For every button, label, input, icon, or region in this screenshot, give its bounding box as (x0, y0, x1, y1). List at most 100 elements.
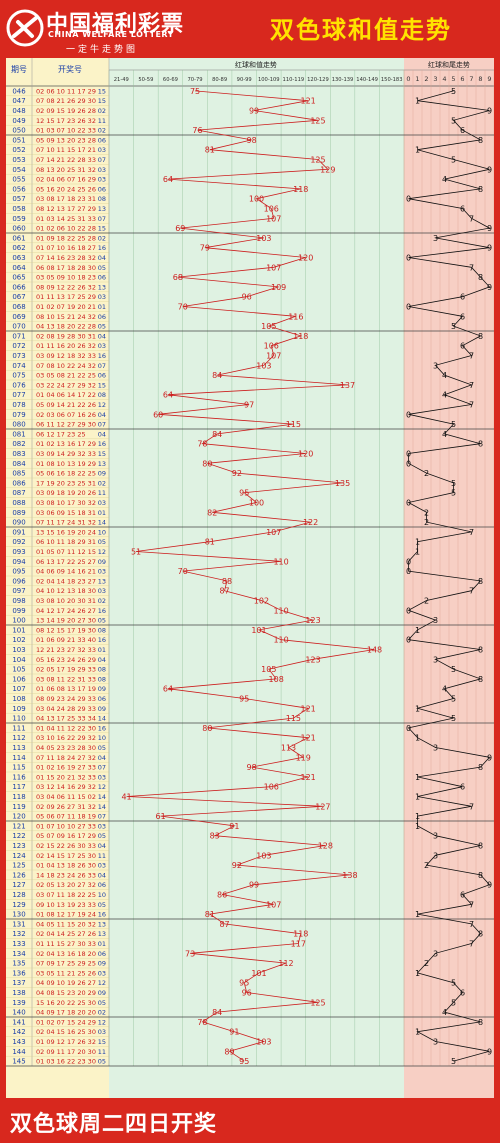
tail-value: 1 (415, 812, 420, 821)
red-balls: 04 09 17 18 20 20 (36, 1009, 96, 1017)
blue-ball: 06 (98, 313, 106, 321)
sum-value: 101 (251, 626, 266, 635)
blue-ball: 01 (98, 509, 106, 517)
tail-value: 5 (451, 695, 456, 704)
sum-value: 137 (340, 381, 355, 390)
sum-value: 125 (310, 998, 325, 1007)
lottery-logo-icon (6, 9, 44, 47)
red-balls: 03 09 14 29 32 33 (36, 450, 96, 458)
tail-value: 6 (460, 205, 465, 214)
sum-value: 70 (178, 303, 188, 312)
tail-value: 0 (406, 459, 411, 468)
blue-ball: 08 (98, 626, 106, 634)
red-balls: 03 06 09 15 18 31 (36, 509, 96, 517)
period-label: 104 (12, 656, 26, 664)
blue-ball: 09 (98, 989, 106, 997)
period-label: 123 (12, 842, 25, 850)
sum-range-label: 90-99 (237, 77, 252, 83)
blue-ball: 04 (98, 842, 106, 850)
tail-points: 5195681594806793907896065867347470548002… (406, 87, 492, 1066)
blue-ball: 11 (98, 489, 106, 497)
tail-value: 6 (460, 342, 465, 351)
blue-ball: 04 (98, 754, 106, 762)
blue-ball: 06 (98, 185, 106, 193)
sum-value: 84 (212, 1008, 222, 1017)
tail-value: 8 (478, 871, 483, 880)
sum-value: 64 (163, 391, 173, 400)
blue-ball: 13 (98, 920, 106, 928)
blue-ball: 05 (98, 538, 106, 546)
blue-ball: 03 (98, 822, 106, 830)
sum-value: 68 (173, 273, 183, 282)
red-balls: 01 15 20 21 32 33 (36, 773, 96, 781)
tail-value: 2 (424, 959, 429, 968)
tail-value: 5 (451, 489, 456, 498)
logo-english-text: CHINA WELFARE LOTTERY (48, 30, 174, 39)
period-label: 047 (12, 97, 25, 105)
sum-value: 112 (278, 959, 293, 968)
blue-ball: 01 (98, 646, 106, 654)
red-balls: 04 12 17 24 26 27 (36, 607, 96, 615)
tail-column-label: 2 (424, 75, 428, 83)
red-balls: 01 06 08 13 17 19 (36, 685, 96, 693)
header: 中国福利彩票 CHINA WELFARE LOTTERY 一定牛走势图 双色球和… (0, 0, 500, 58)
blue-ball: 09 (98, 705, 106, 713)
sum-value: 82 (207, 508, 217, 517)
blue-ball: 13 (98, 205, 106, 213)
tail-value: 0 (406, 557, 411, 566)
tail-value: 5 (451, 479, 456, 488)
tail-value: 4 (442, 371, 447, 380)
tail-value: 7 (469, 900, 474, 909)
red-balls: 02 09 11 17 20 30 (36, 1048, 96, 1056)
blue-ball: 15 (98, 97, 106, 105)
blue-ball: 03 (98, 342, 106, 350)
tail-value: 1 (415, 734, 420, 743)
period-label: 092 (12, 538, 25, 546)
sum-value: 106 (264, 783, 279, 792)
period-label: 096 (12, 577, 26, 585)
blue-ball: 05 (98, 617, 106, 625)
blue-ball: 03 (98, 146, 106, 154)
sum-value: 105 (261, 322, 276, 331)
red-balls: 02 15 22 26 30 33 (36, 842, 96, 850)
sum-value: 75 (190, 87, 200, 96)
sum-value: 103 (256, 361, 271, 370)
sum-value: 106 (264, 342, 279, 351)
sum-value: 100 (249, 499, 264, 508)
blue-ball: 09 (98, 960, 106, 968)
blue-ball: 15 (98, 1038, 106, 1046)
sum-value: 110 (273, 636, 288, 645)
tail-value: 1 (415, 910, 420, 919)
red-balls: 01 09 18 22 25 28 (36, 234, 96, 242)
period-label: 058 (12, 205, 25, 213)
red-balls: 03 08 10 20 30 31 (36, 597, 96, 605)
tail-value: 9 (487, 244, 492, 253)
sum-range-label: 140-149 (356, 77, 378, 83)
sum-range-label: 60-69 (163, 77, 178, 83)
sum-value: 95 (239, 979, 249, 988)
tail-value: 9 (487, 881, 492, 890)
tail-value: 4 (442, 391, 447, 400)
sum-value: 64 (163, 175, 173, 184)
period-label: 065 (12, 274, 25, 282)
tail-value: 1 (415, 146, 420, 155)
blue-ball: 06 (98, 950, 106, 958)
tail-value: 2 (424, 597, 429, 606)
tail-value: 2 (424, 469, 429, 478)
period-label: 072 (12, 342, 25, 350)
tail-value: 2 (424, 861, 429, 870)
page-title: 双色球和值走势 (270, 16, 452, 44)
blue-ball: 13 (98, 460, 106, 468)
blue-ball: 03 (98, 293, 106, 301)
red-balls: 02 04 06 07 16 29 (36, 176, 96, 184)
blue-ball: 07 (98, 215, 106, 223)
blue-ball: 02 (98, 127, 106, 135)
blue-ball: 13 (98, 577, 106, 585)
tail-value: 5 (451, 156, 456, 165)
blue-ball: 06 (98, 274, 106, 282)
blue-ball: 03 (98, 969, 106, 977)
blue-ball: 10 (98, 734, 106, 742)
red-balls: 05 07 09 16 17 29 (36, 832, 96, 840)
sum-range-label: 100-109 (258, 77, 280, 83)
red-balls: 01 11 13 17 25 29 (36, 293, 96, 301)
